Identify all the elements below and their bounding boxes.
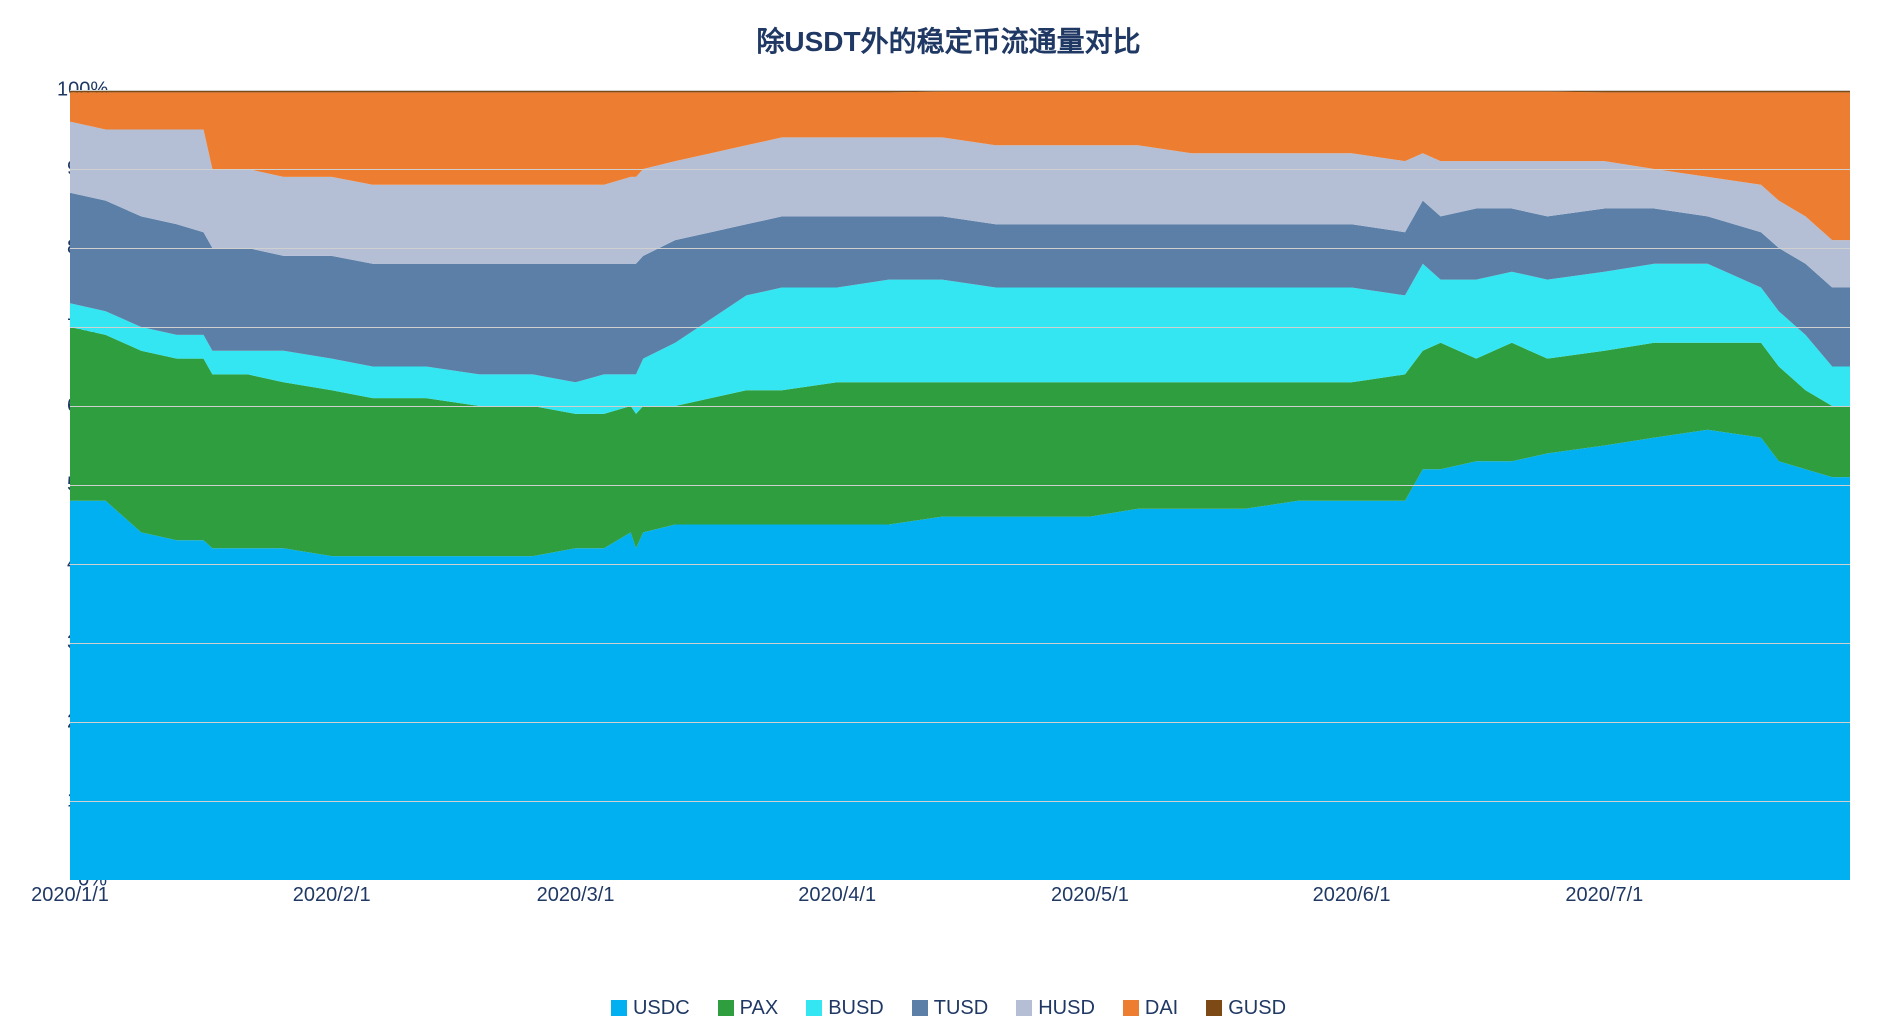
gridline (70, 801, 1850, 802)
legend-swatch (1123, 1000, 1139, 1016)
legend-label: BUSD (828, 997, 884, 1020)
legend-item-usdc: USDC (611, 997, 690, 1020)
plot-area (70, 90, 1850, 880)
legend: USDC PAX BUSD TUSD HUSD DAI GUSD (0, 997, 1897, 1023)
legend-label: DAI (1145, 997, 1178, 1020)
x-tick-label: 2020/1/1 (31, 884, 109, 907)
legend-swatch (611, 1000, 627, 1016)
x-tick-label: 2020/5/1 (1051, 884, 1129, 907)
gridline (70, 90, 1850, 91)
legend-label: GUSD (1228, 997, 1286, 1020)
legend-swatch (912, 1000, 928, 1016)
gridline (70, 722, 1850, 723)
legend-item-pax: PAX (718, 997, 779, 1020)
gridline (70, 406, 1850, 407)
legend-swatch (1206, 1000, 1222, 1016)
legend-item-tusd: TUSD (912, 997, 988, 1020)
gridline (70, 485, 1850, 486)
legend-swatch (718, 1000, 734, 1016)
x-tick-label: 2020/2/1 (293, 884, 371, 907)
legend-item-dai: DAI (1123, 997, 1178, 1020)
legend-item-gusd: GUSD (1206, 997, 1286, 1020)
gridline (70, 248, 1850, 249)
legend-label: HUSD (1038, 997, 1095, 1020)
x-tick-label: 2020/3/1 (537, 884, 615, 907)
legend-swatch (1016, 1000, 1032, 1016)
gridline (70, 643, 1850, 644)
x-tick-label: 2020/6/1 (1313, 884, 1391, 907)
gridline (70, 564, 1850, 565)
legend-label: USDC (633, 997, 690, 1020)
stablecoin-chart: 除USDT外的稳定币流通量对比 0%10%20%30%40%50%60%70%8… (0, 0, 1897, 1034)
chart-title: 除USDT外的稳定币流通量对比 (0, 20, 1897, 60)
legend-swatch (806, 1000, 822, 1016)
gridline (70, 327, 1850, 328)
x-tick-label: 2020/4/1 (798, 884, 876, 907)
legend-item-husd: HUSD (1016, 997, 1095, 1020)
x-tick-label: 2020/7/1 (1565, 884, 1643, 907)
gridline (70, 169, 1850, 170)
legend-item-busd: BUSD (806, 997, 884, 1020)
legend-label: TUSD (934, 997, 988, 1020)
legend-label: PAX (740, 997, 779, 1020)
